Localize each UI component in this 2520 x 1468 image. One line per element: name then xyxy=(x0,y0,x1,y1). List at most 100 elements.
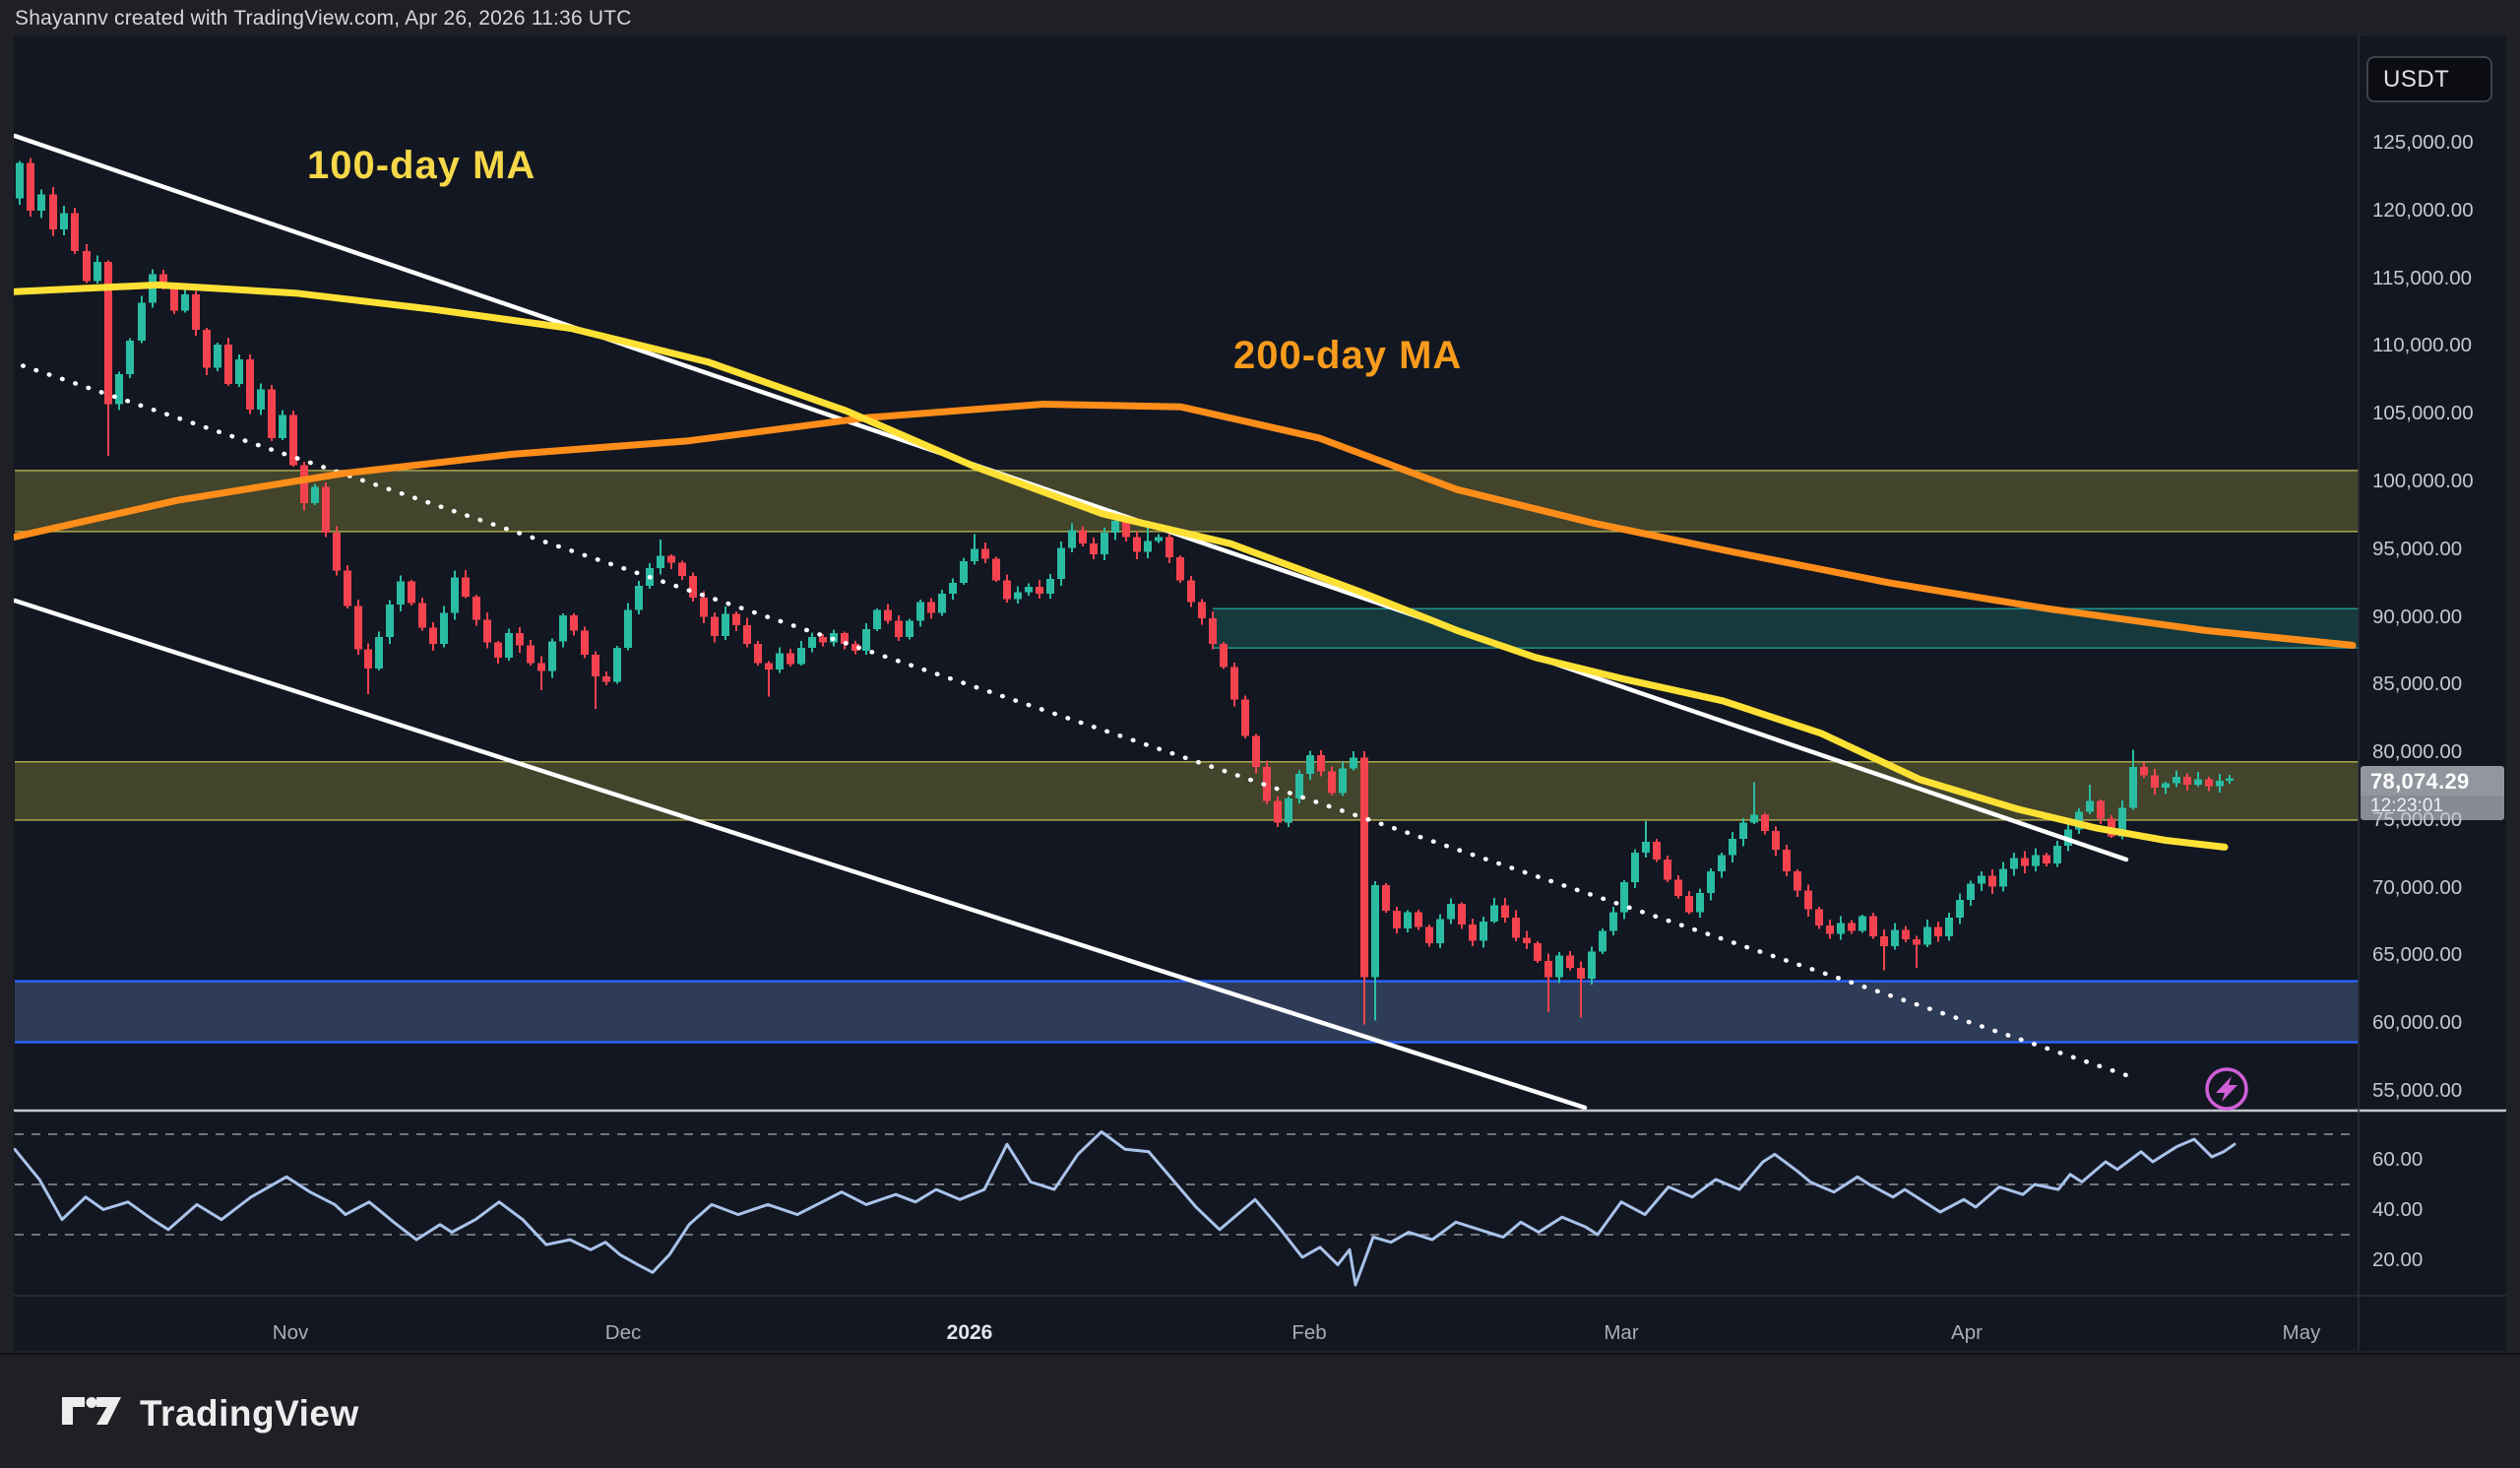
candle-body xyxy=(1024,587,1034,593)
candle xyxy=(1403,910,1413,932)
candle-body xyxy=(1598,930,1607,952)
candle xyxy=(1100,527,1109,561)
channel-upper-trendline[interactable] xyxy=(14,133,2129,862)
candle xyxy=(2215,774,2225,793)
candle xyxy=(1771,826,1781,857)
candle-body xyxy=(1067,530,1077,548)
time-axis-label-may: May xyxy=(2282,1321,2321,1344)
candle xyxy=(1327,766,1337,797)
candle xyxy=(2020,851,2030,874)
candle-body xyxy=(2139,767,2149,776)
tradingview-logo[interactable]: TradingView xyxy=(61,1386,359,1440)
candle-body xyxy=(818,637,828,643)
ma200-line xyxy=(14,401,2357,649)
candle xyxy=(2204,777,2214,792)
candle-body xyxy=(721,613,730,636)
candle xyxy=(623,603,633,651)
candle xyxy=(180,288,190,313)
candle-body xyxy=(937,594,947,613)
candle-body xyxy=(872,609,882,629)
candle xyxy=(753,640,763,667)
candle-body xyxy=(256,389,266,411)
time-axis-label-2026: 2026 xyxy=(946,1321,993,1344)
candle xyxy=(103,260,113,456)
dotted-trendline[interactable] xyxy=(10,359,2129,1078)
candle xyxy=(536,656,546,690)
candle xyxy=(114,371,124,411)
zone-support-59k-63k xyxy=(15,981,2359,1043)
candle-body xyxy=(580,630,590,656)
candle-body xyxy=(850,644,860,651)
time-axis-label-mar: Mar xyxy=(1604,1321,1639,1344)
candle xyxy=(861,622,871,655)
candle xyxy=(1294,770,1304,804)
candle xyxy=(1392,906,1402,933)
candle-body xyxy=(1349,757,1358,769)
candle xyxy=(1067,523,1077,553)
candle xyxy=(775,647,785,673)
candle-body xyxy=(1468,924,1478,941)
candle xyxy=(1208,610,1218,650)
candle-body xyxy=(1738,822,1748,840)
candle xyxy=(245,354,255,415)
candle xyxy=(288,411,298,468)
candle-body xyxy=(861,628,871,651)
candle-body xyxy=(1381,884,1391,912)
candle-body xyxy=(180,294,190,311)
candle-body xyxy=(1316,754,1326,772)
candle-body xyxy=(1641,841,1651,853)
candle-body xyxy=(1922,926,1932,945)
lightning-button[interactable] xyxy=(2205,1067,2248,1111)
candle xyxy=(1468,919,1478,946)
ma200-annotation-label[interactable]: 200-day MA xyxy=(1233,334,1463,377)
candle xyxy=(1608,906,1618,935)
tradingview-logo-icon xyxy=(61,1386,122,1440)
candle-body xyxy=(223,344,233,384)
candle xyxy=(15,160,25,205)
time-axis[interactable] xyxy=(14,1296,2506,1351)
candle-body xyxy=(321,486,331,534)
candle-body xyxy=(536,663,546,671)
candle xyxy=(1630,849,1640,889)
candle xyxy=(321,482,331,538)
candle xyxy=(2042,852,2051,867)
candle-body xyxy=(558,615,568,642)
channel-lower-trendline[interactable] xyxy=(14,598,1588,1111)
candle xyxy=(343,564,352,608)
candle-body xyxy=(2009,858,2019,869)
candle-body xyxy=(1814,909,1824,926)
candle xyxy=(461,569,471,599)
candle-body xyxy=(1121,520,1131,538)
time-axis-label-nov: Nov xyxy=(272,1321,309,1344)
rsi-axis-tick: 20.00 xyxy=(2372,1247,2424,1271)
chart-attribution-title: Shayannv created with TradingView.com, A… xyxy=(15,7,632,30)
ma100-annotation-label[interactable]: 100-day MA xyxy=(307,144,536,187)
price-axis-tick: 100,000.00 xyxy=(2372,469,2474,492)
candle-body xyxy=(15,162,25,199)
candle xyxy=(1381,882,1391,913)
candle xyxy=(1165,534,1174,564)
candle-body xyxy=(1359,757,1369,978)
candle-body xyxy=(1370,884,1380,978)
candle-body xyxy=(1749,814,1759,823)
candle-body xyxy=(634,585,644,610)
candle xyxy=(1922,920,1932,947)
candle-body xyxy=(93,262,102,282)
candle-body xyxy=(1673,879,1683,896)
rsi-line xyxy=(14,1130,2236,1287)
candle xyxy=(234,354,244,388)
symbol-currency-button[interactable]: USDT xyxy=(2366,56,2492,102)
candle xyxy=(396,575,406,612)
candle-body xyxy=(2096,800,2106,819)
candle-body xyxy=(1955,900,1965,918)
candle xyxy=(1089,538,1099,559)
candle-body xyxy=(980,548,990,559)
zone-resistance-75k-79k xyxy=(15,761,2359,820)
candle-body xyxy=(840,633,850,645)
rsi-pane xyxy=(14,1130,2359,1287)
candle xyxy=(742,617,752,648)
candle-body xyxy=(1576,967,1586,979)
candle xyxy=(634,581,644,615)
candle xyxy=(796,641,806,667)
